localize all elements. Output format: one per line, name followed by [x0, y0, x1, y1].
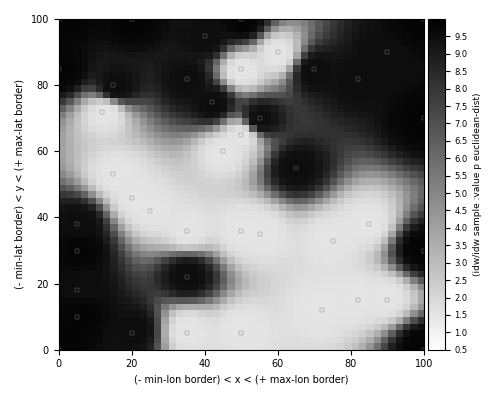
X-axis label: (- min-lon border) < x < (+ max-lon border): (- min-lon border) < x < (+ max-lon bord… — [134, 375, 348, 385]
Y-axis label: (idw/idw sample :value p euclidean-dist): (idw/idw sample :value p euclidean-dist) — [473, 93, 482, 276]
Y-axis label: (- min-lat border) < y < (+ max-lat border): (- min-lat border) < y < (+ max-lat bord… — [15, 79, 25, 289]
